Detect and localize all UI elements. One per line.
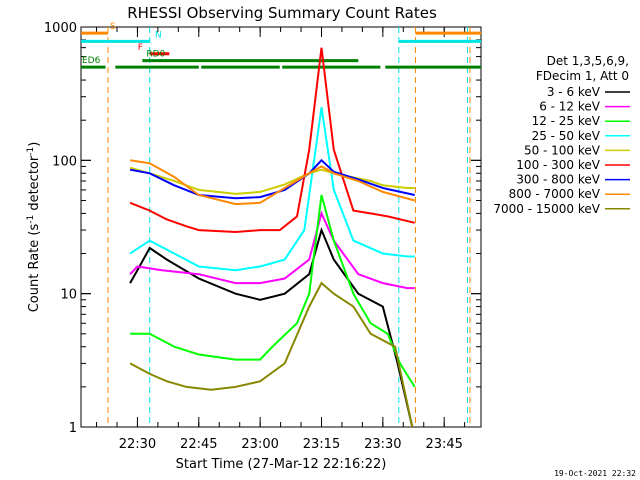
x-axis-label: Start Time (27-Mar-12 22:16:22) [176,457,387,472]
legend-label: 7000 - 15000 keV [493,202,600,216]
series-line-6 [129,158,415,200]
y-tick-label: 1 [69,421,77,436]
legend-header-1: Det 1,3,5,6,9, [547,54,629,68]
y-tick-label: 10 [60,288,77,303]
x-tick-label: 22:45 [180,437,217,452]
series-line-4 [129,166,415,195]
y-axis: 1 10 100 1000 [44,21,481,436]
series-line-1 [129,210,415,290]
y-tick-label: 100 [52,154,77,169]
x-tick-label: 22:30 [119,437,156,452]
series-line-5 [129,47,415,234]
y-axis-label-sup2: -1 [26,147,36,156]
y-axis-label-main: Count Rate (s [27,224,42,313]
legend-label: 6 - 12 keV [539,100,601,114]
x-tick-label: 23:30 [364,437,401,452]
x-tick-label: 23:00 [241,437,278,452]
legend-label: 800 - 7000 keV [509,187,601,201]
legend-header-2: FDecim 1, Att 0 [536,69,629,83]
legend-label: 12 - 25 keV [532,114,601,128]
x-tick-label: 23:45 [425,437,462,452]
y-axis-label-sup1: -1 [26,215,36,224]
y-axis-label-end: ) [27,142,42,147]
flag-label: RD0 [146,50,165,60]
x-tick-label: 23:15 [303,437,340,452]
series-line-0 [129,227,414,428]
legend-label: 300 - 800 keV [516,173,600,187]
legend-label: 50 - 100 keV [524,143,601,157]
y-axis-label: Count Rate (s-1 detector-1) [26,142,42,313]
footer-timestamp: 19-Oct-2021 22:32 [554,469,636,478]
legend: Det 1,3,5,6,9, FDecim 1, Att 0 3 - 6 keV… [493,54,630,216]
chart-title: RHESSI Observing Summary Count Rates [127,4,437,22]
x-axis: 22:30 22:45 23:00 23:15 23:30 23:45 [96,27,466,452]
flag-label: S [110,22,116,32]
y-tick-label: 1000 [44,21,77,36]
flag-label: F [138,43,143,53]
series-line-2 [130,194,416,388]
legend-label: 100 - 300 keV [516,158,600,172]
series-line-7 [129,159,415,206]
y-axis-label-mid: detector [27,155,42,215]
series-lines [129,47,416,428]
legend-label: 25 - 50 keV [532,129,601,143]
flag-label: ED6 [82,56,101,66]
flag-label: N [155,30,162,40]
series-line-3 [129,107,415,272]
series-line-8 [129,281,414,428]
legend-label: 3 - 6 keV [547,85,601,99]
vertical-markers [107,27,471,427]
